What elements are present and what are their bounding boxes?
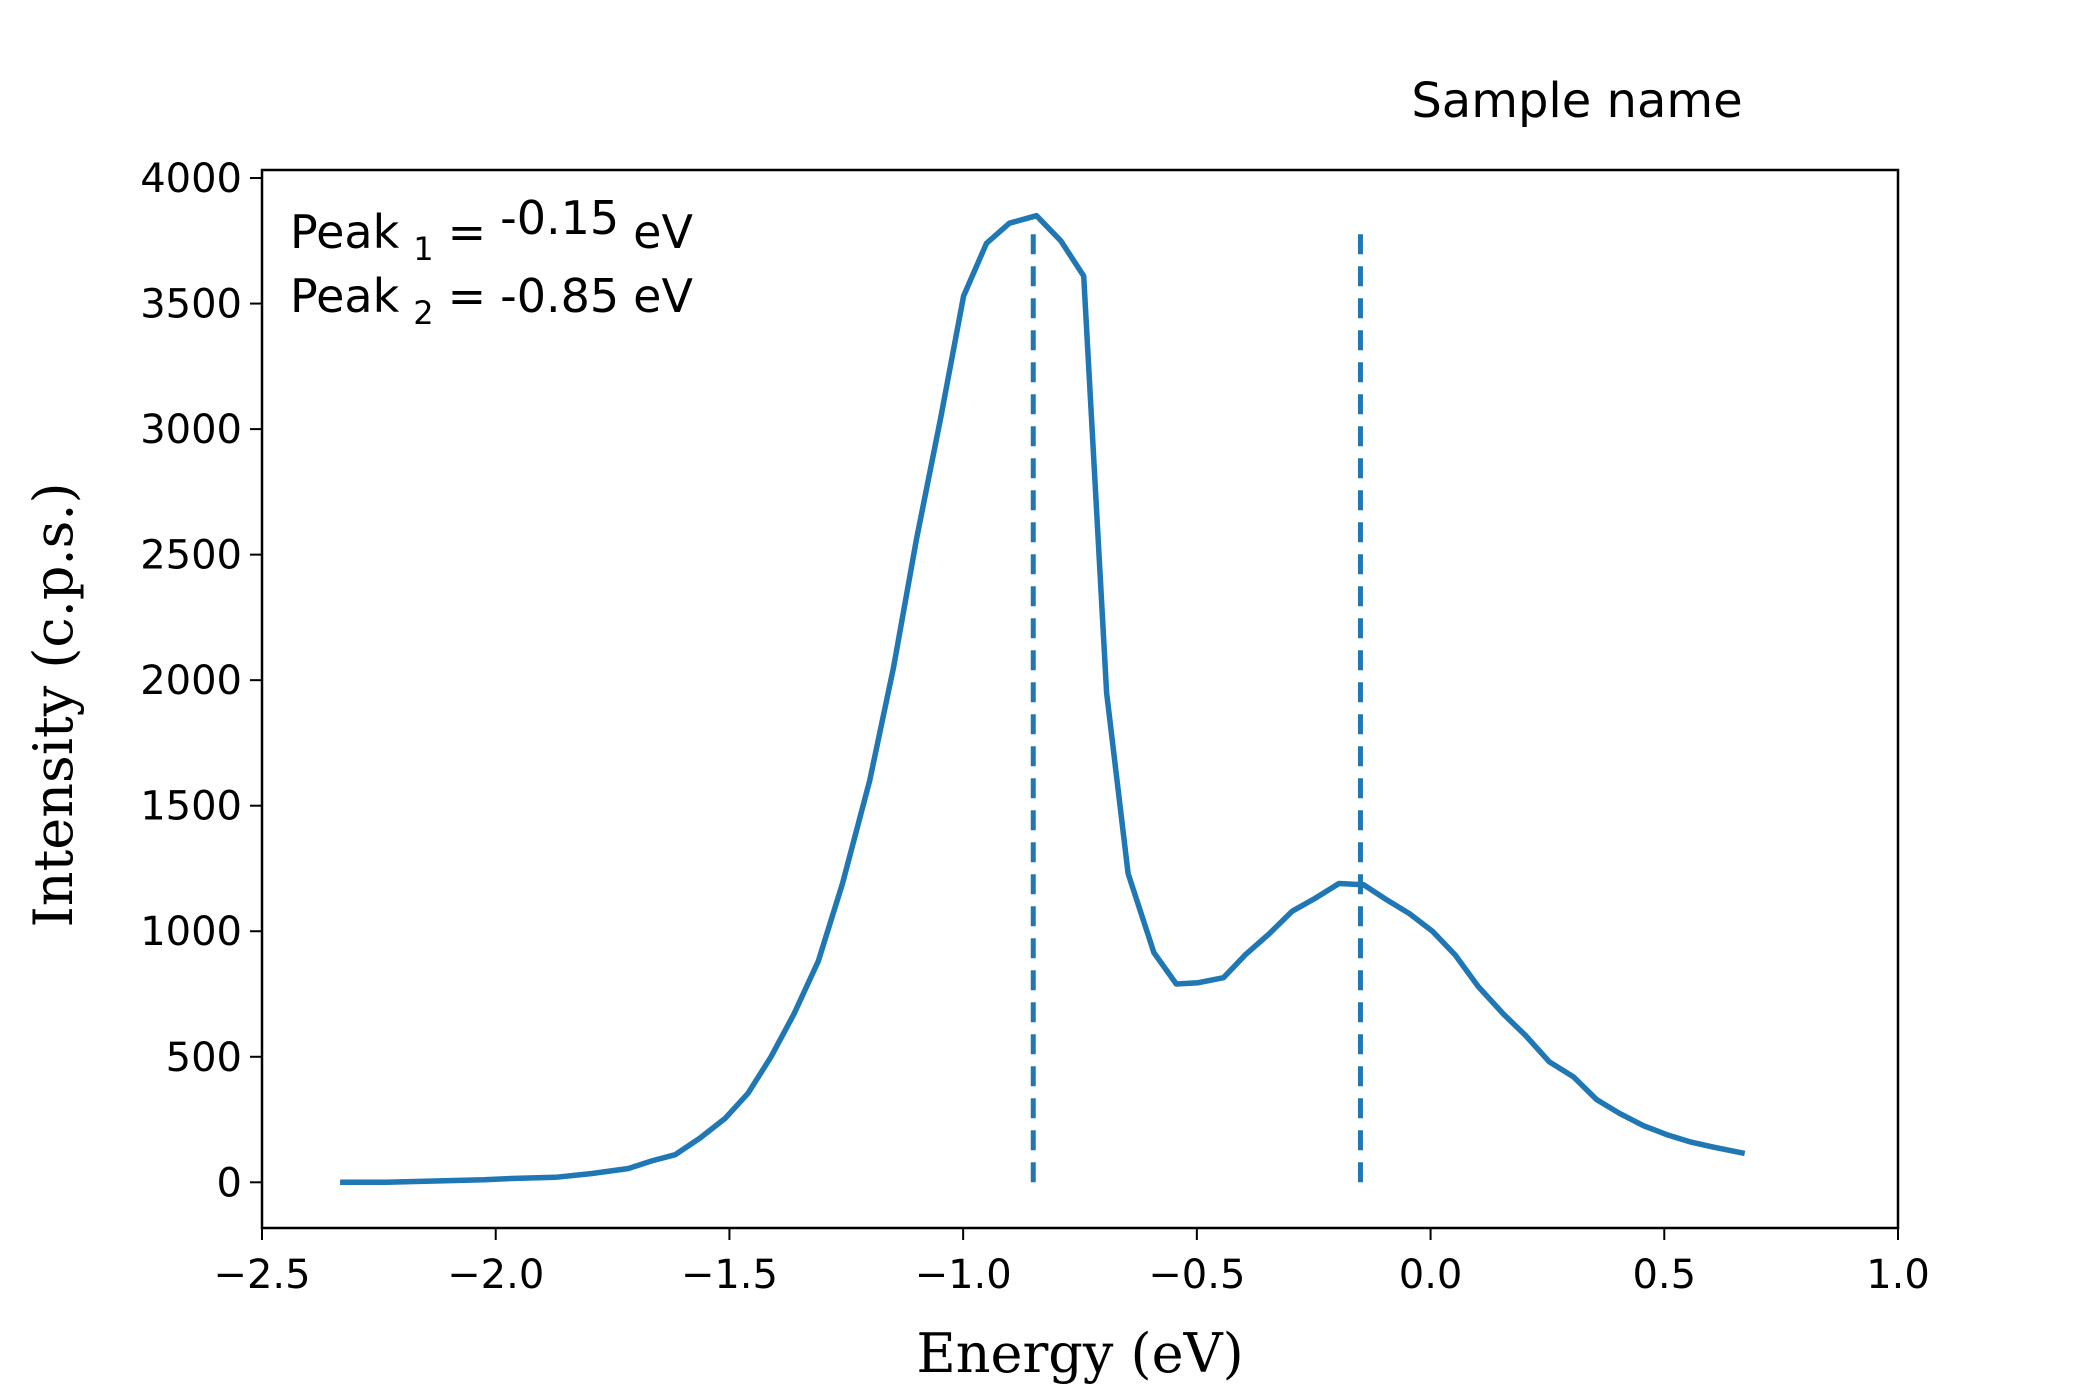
y-tick-label: 4000 [140,156,242,202]
y-tick-label: 500 [166,1035,242,1081]
peak-label: Peak [290,205,400,259]
peak-operator: = [448,205,487,259]
x-tick-label: −0.5 [1148,1252,1245,1298]
y-tick-label: 3500 [140,282,242,328]
plot-frame [260,168,1900,1230]
peak-operator: = [448,269,487,323]
x-tick-label: −2.5 [213,1252,310,1298]
x-tick-label: 0.0 [1399,1252,1463,1298]
chart-title: Sample name [1411,73,1742,129]
x-tick-label: −2.0 [447,1252,544,1298]
peak-label: Peak [290,269,400,323]
x-tick-label: 0.5 [1632,1252,1696,1298]
peak-annotation: Peak 1 = -0.15 eV [290,191,693,268]
peak-subscript: 1 [413,230,433,268]
x-tick-label: −1.5 [681,1252,778,1298]
y-tick-label: 2500 [140,533,242,579]
x-tick-label: −1.0 [915,1252,1012,1298]
y-tick-label: 3000 [140,407,242,453]
peak-unit: eV [633,205,693,259]
x-tick-label: 1.0 [1866,1252,1930,1298]
y-tick-label: 1500 [140,784,242,830]
peak-unit: eV [633,269,693,323]
y-tick-label: 1000 [140,909,242,955]
y-tick-label: 2000 [140,658,242,704]
peak-annotation: Peak 2 = -0.85 eV [290,269,693,332]
peak-energy: -0.85 [500,269,619,323]
peak-energy: -0.15 [500,191,619,245]
y-axis-label: Intensity (c.p.s.) [22,482,85,927]
y-tick-label: 0 [217,1160,242,1206]
x-axis-label: Energy (eV) [916,1322,1243,1385]
data-line [340,212,1746,1186]
peak-subscript: 2 [413,294,433,332]
